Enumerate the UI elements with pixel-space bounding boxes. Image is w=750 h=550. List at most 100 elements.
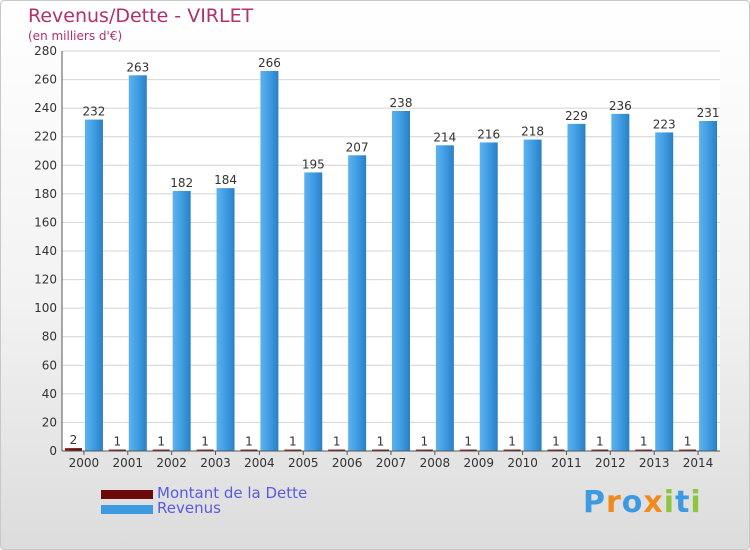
legend-label-revenus: Revenus: [157, 499, 221, 517]
y-tick-label: 0: [49, 444, 57, 458]
chart-title: Revenus/Dette - VIRLET: [28, 5, 254, 27]
x-tick-label: 2014: [683, 456, 714, 470]
bar-revenus: [392, 111, 410, 451]
logo-letter: i: [663, 485, 676, 520]
x-tick-label: 2000: [69, 456, 100, 470]
logo-letter: x: [643, 485, 664, 520]
data-label-revenus: 195: [302, 157, 325, 171]
y-tick-label: 260: [34, 73, 57, 87]
bar-dette: [679, 449, 697, 451]
bar-dette: [328, 449, 346, 451]
bar-revenus: [567, 123, 586, 451]
y-tick-label: 180: [34, 187, 57, 201]
x-tick-label: 2001: [113, 456, 144, 470]
data-label-dette: 1: [157, 435, 165, 449]
bar-revenus: [523, 139, 542, 452]
bar-revenus: [479, 142, 498, 451]
x-tick-label: 2012: [595, 456, 626, 470]
logo-letter: t: [675, 485, 691, 520]
data-label-revenus: 263: [126, 60, 149, 74]
y-tick-label: 280: [34, 44, 57, 58]
bar-dette: [240, 449, 258, 451]
legend-swatch-dette: [101, 490, 153, 499]
data-label-dette: 1: [113, 435, 121, 449]
x-tick-label: 2004: [244, 456, 275, 470]
x-tick-label: 2009: [463, 456, 494, 470]
bar-revenus: [172, 191, 191, 451]
bar-revenus: [216, 188, 235, 451]
data-label-revenus: 207: [346, 140, 369, 154]
bar-dette: [152, 449, 170, 451]
y-tick-label: 200: [34, 158, 57, 172]
data-label-revenus: 236: [609, 99, 632, 113]
bar-dette: [196, 449, 214, 451]
x-tick-label: 2005: [288, 456, 319, 470]
y-tick-label: 60: [42, 358, 57, 372]
bar-revenus: [699, 121, 718, 451]
data-label-revenus: 216: [477, 127, 500, 141]
bar-revenus: [655, 132, 674, 451]
data-label-dette: 1: [245, 435, 253, 449]
y-tick-label: 40: [42, 387, 57, 401]
logo-letter: P: [583, 485, 606, 520]
bar-revenus: [84, 119, 103, 452]
legend-swatch-revenus: [101, 505, 153, 514]
data-label-revenus: 229: [565, 109, 588, 123]
data-label-dette: 1: [421, 435, 429, 449]
bar-dette: [591, 449, 609, 451]
bar-dette: [284, 449, 302, 451]
bar-dette: [108, 449, 126, 451]
data-label-revenus: 184: [214, 173, 237, 187]
bar-dette: [459, 449, 477, 451]
data-label-dette: 1: [201, 435, 209, 449]
bar-revenus: [260, 71, 279, 451]
y-tick-label: 80: [42, 330, 57, 344]
data-label-dette: 1: [333, 435, 341, 449]
data-label-dette: 1: [552, 435, 560, 449]
data-label-revenus: 223: [653, 117, 676, 131]
y-tick-label: 160: [34, 215, 57, 229]
data-label-revenus: 214: [433, 130, 456, 144]
logo-letter: r: [606, 485, 622, 520]
y-tick-label: 120: [34, 273, 57, 287]
x-tick-label: 2013: [639, 456, 670, 470]
legend-label-dette: Montant de la Dette: [157, 484, 308, 502]
x-tick-label: 2008: [420, 456, 451, 470]
y-tick-label: 140: [34, 244, 57, 258]
x-tick-label: 2003: [200, 456, 231, 470]
logo-letter: i: [690, 485, 702, 520]
data-label-dette: 1: [377, 435, 385, 449]
x-tick-label: 2011: [551, 456, 582, 470]
y-tick-label: 240: [34, 101, 57, 115]
data-label-dette: 1: [640, 435, 648, 449]
logo-letter: o: [621, 485, 644, 520]
data-label-revenus: 218: [521, 125, 544, 139]
y-tick-label: 220: [34, 130, 57, 144]
x-tick-label: 2002: [156, 456, 187, 470]
data-label-dette: 1: [684, 435, 692, 449]
data-label-dette: 1: [508, 435, 516, 449]
bar-dette: [415, 449, 433, 451]
bar-revenus: [128, 75, 147, 452]
x-tick-label: 2010: [507, 456, 538, 470]
data-label-dette: 1: [289, 435, 297, 449]
data-label-revenus: 231: [697, 106, 720, 120]
data-label-revenus: 232: [82, 105, 105, 119]
bar-dette: [503, 449, 521, 451]
bar-revenus: [435, 145, 454, 452]
bar-dette: [64, 448, 82, 451]
data-label-dette: 1: [596, 435, 604, 449]
data-label-revenus: 182: [170, 176, 193, 190]
bar-revenus: [611, 113, 630, 451]
x-tick-label: 2007: [376, 456, 407, 470]
y-tick-label: 20: [42, 415, 57, 429]
x-tick-label: 2006: [332, 456, 363, 470]
bar-revenus: [348, 155, 367, 452]
data-label-dette: 1: [464, 435, 472, 449]
bar-dette: [635, 449, 653, 451]
bar-revenus: [304, 172, 323, 451]
y-tick-label: 100: [34, 301, 57, 315]
bar-dette: [372, 449, 389, 451]
